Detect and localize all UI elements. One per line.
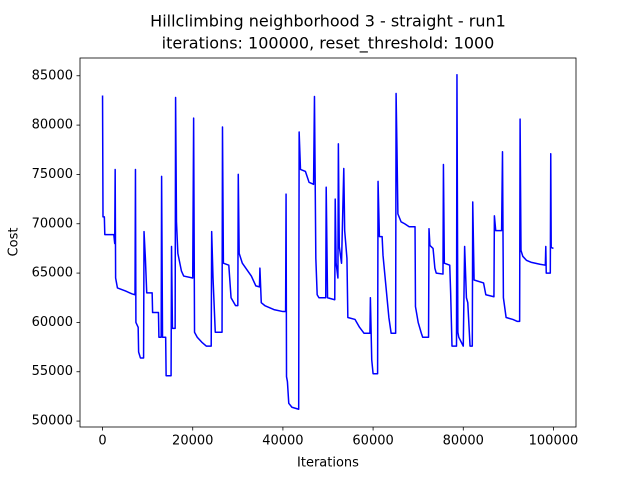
y-tick-label: 85000	[32, 68, 73, 83]
x-axis-label: Iterations	[297, 456, 359, 471]
y-tick-label: 75000	[32, 167, 73, 182]
y-tick-label: 70000	[32, 216, 73, 231]
x-tick-label: 40000	[262, 434, 303, 449]
y-axis-label: Cost	[7, 228, 22, 257]
y-tick-label: 55000	[32, 364, 73, 379]
chart-subtitle: iterations: 100000, reset_threshold: 100…	[162, 34, 495, 54]
y-tick-label: 65000	[32, 266, 73, 281]
line-series	[101, 74, 554, 410]
x-tick-label: 80000	[443, 434, 484, 449]
x-tick-label: 60000	[352, 434, 393, 449]
y-tick-label: 50000	[32, 414, 73, 429]
x-tick-label: 20000	[172, 434, 213, 449]
y-tick-label: 60000	[32, 315, 73, 330]
chart-title: Hillclimbing neighborhood 3 - straight -…	[150, 12, 506, 31]
y-tick-label: 80000	[32, 118, 73, 133]
x-tick-label: 100000	[529, 434, 579, 449]
x-tick-label: 0	[98, 434, 106, 449]
axes-frame	[79, 57, 577, 428]
